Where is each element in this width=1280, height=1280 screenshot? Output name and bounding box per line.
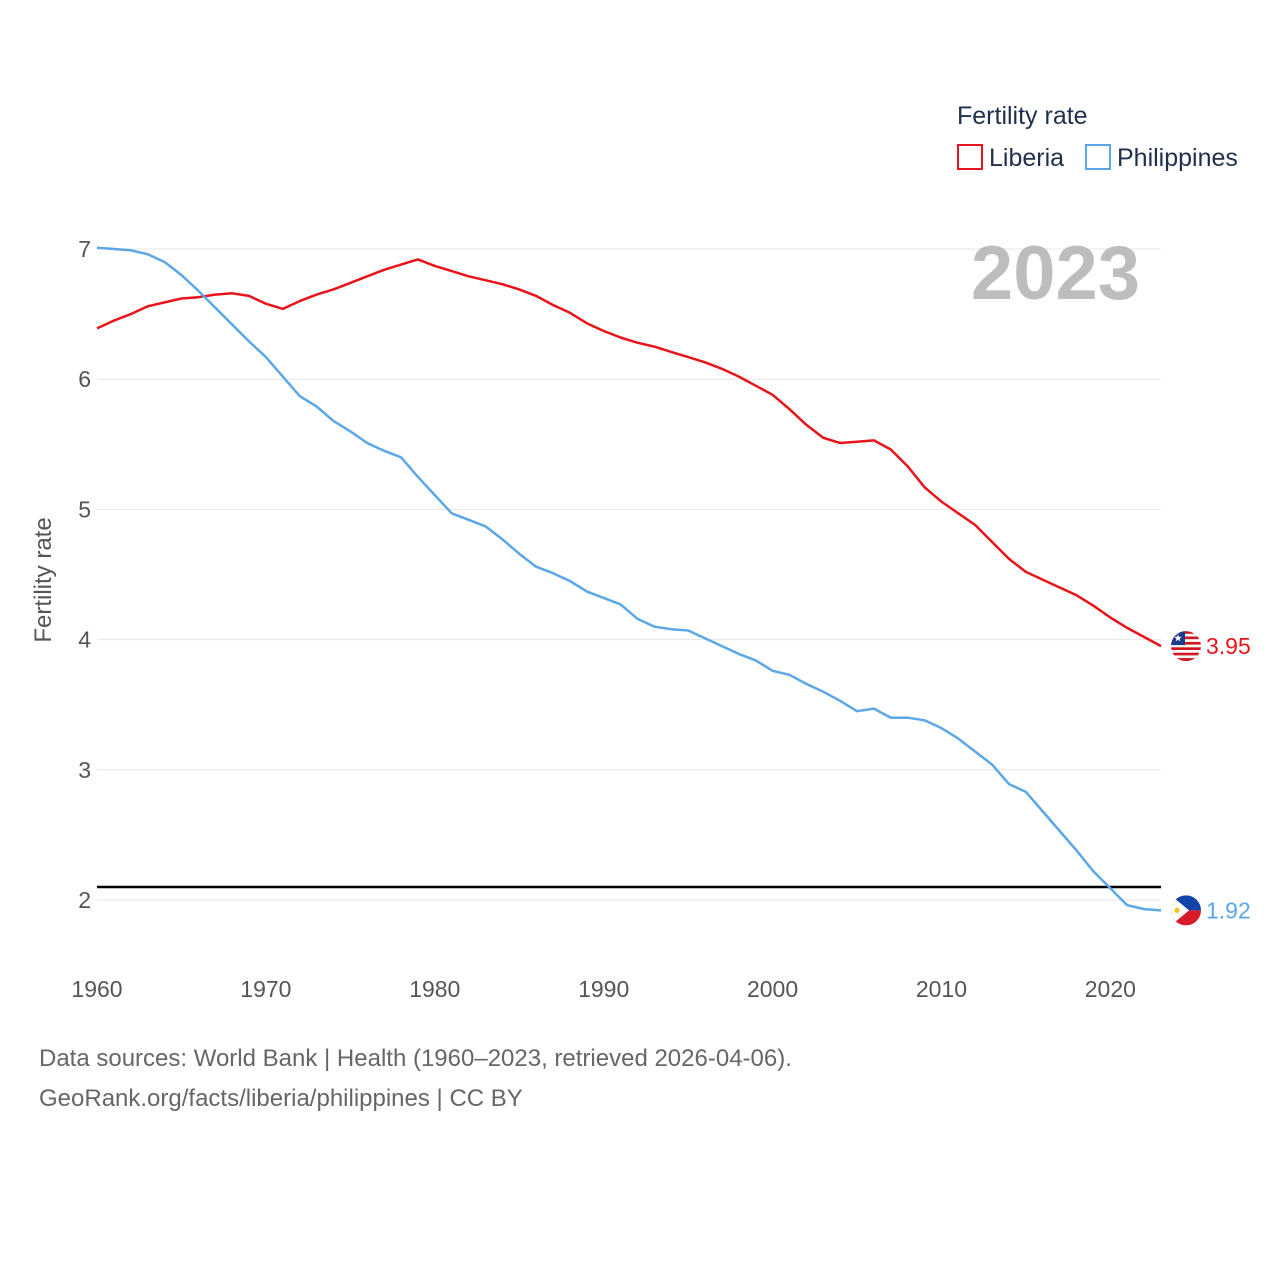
legend-title: Fertility rate: [957, 102, 1088, 130]
y-tick-7: 7: [78, 236, 91, 262]
series-line-philippines[interactable]: [96, 246, 1162, 912]
x-tick-1980: 1980: [409, 976, 460, 1002]
legend-swatch-philippines: [1085, 144, 1111, 170]
attribution-link[interactable]: GeoRank.org/facts/liberia/philippines | …: [39, 1085, 523, 1112]
liberia-end-value: 3.95: [1206, 633, 1251, 659]
x-axis-ticks: 1960 1970 1980 1990 2000 2010 2020: [71, 976, 1136, 1002]
current-year-label: 2023: [971, 231, 1140, 316]
liberia-flag-icon: [1171, 631, 1201, 662]
data-source-note: Data sources: World Bank | Health (1960–…: [39, 1045, 792, 1072]
legend-item-philippines[interactable]: Philippines: [1085, 144, 1238, 172]
y-tick-4: 4: [78, 627, 91, 653]
series-layer: [96, 246, 1162, 912]
y-axis-label: Fertility rate: [30, 517, 57, 642]
legend-item-liberia[interactable]: Liberia: [957, 144, 1064, 172]
philippines-end-value: 1.92: [1206, 897, 1251, 923]
x-tick-2000: 2000: [747, 976, 798, 1002]
y-tick-2: 2: [78, 887, 91, 913]
philippines-flag-icon: [1171, 895, 1201, 926]
x-tick-1990: 1990: [578, 976, 629, 1002]
legend-label-liberia: Liberia: [989, 144, 1064, 172]
legend-label-philippines: Philippines: [1117, 144, 1238, 172]
y-axis-ticks: 2 3 4 5 6 7: [78, 236, 91, 913]
y-tick-3: 3: [78, 757, 91, 783]
legend-swatch-liberia: [957, 144, 983, 170]
y-tick-6: 6: [78, 366, 91, 392]
series-line-liberia[interactable]: [96, 258, 1162, 648]
grid: [97, 248, 1161, 901]
x-tick-1970: 1970: [240, 976, 291, 1002]
x-tick-2020: 2020: [1085, 976, 1136, 1002]
x-tick-1960: 1960: [71, 976, 122, 1002]
x-tick-2010: 2010: [916, 976, 967, 1002]
y-tick-5: 5: [78, 496, 91, 522]
